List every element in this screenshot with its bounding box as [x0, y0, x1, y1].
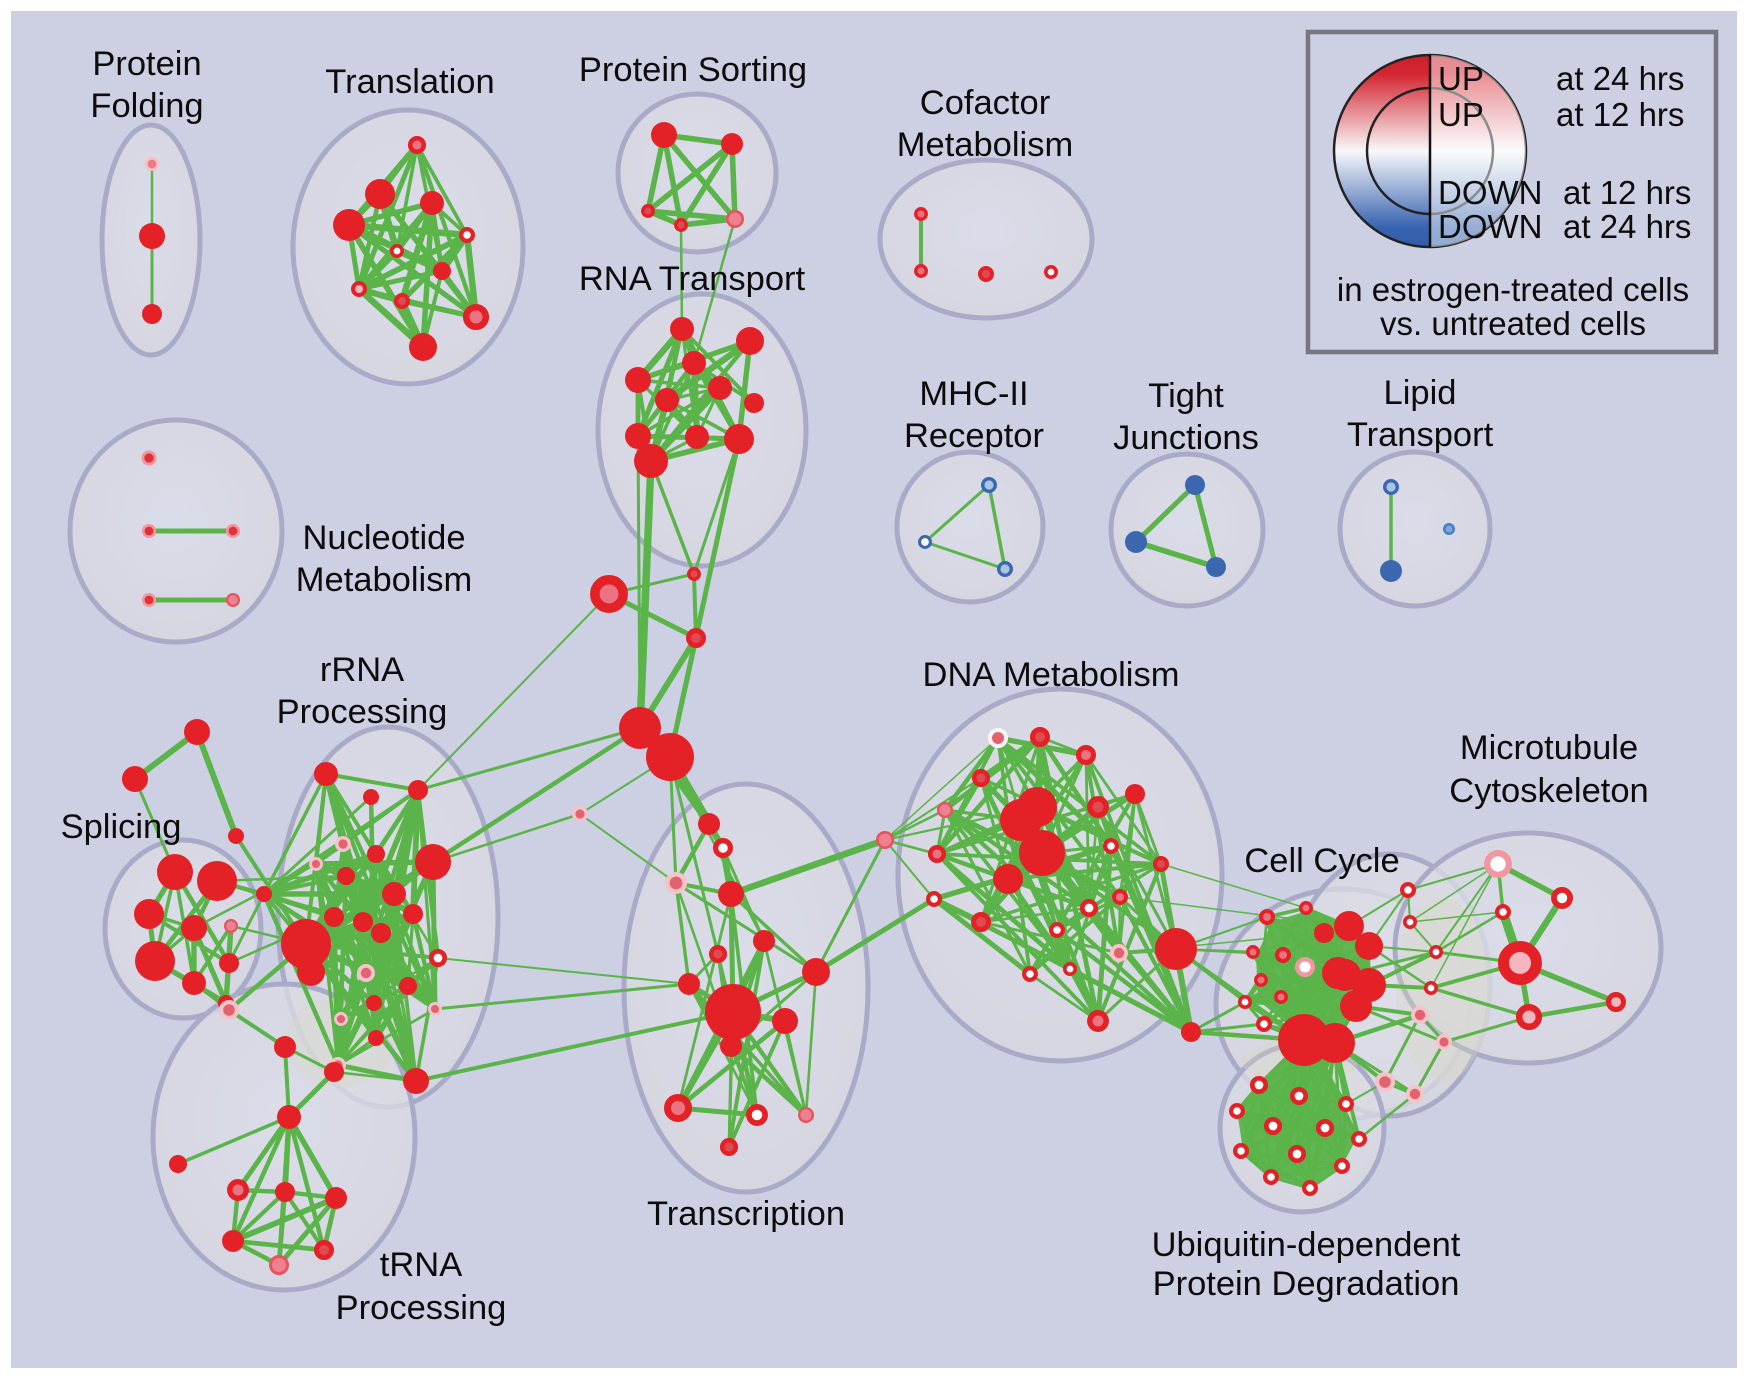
svg-text:at 12 hrs: at 12 hrs [1563, 174, 1691, 211]
svg-text:Receptor: Receptor [904, 417, 1044, 455]
svg-text:Cofactor: Cofactor [920, 84, 1050, 122]
svg-text:Junctions: Junctions [1113, 419, 1259, 457]
svg-text:DOWN: DOWN [1438, 208, 1542, 245]
svg-text:UP: UP [1438, 96, 1484, 133]
svg-text:Protein Degradation: Protein Degradation [1153, 1265, 1460, 1303]
svg-text:at 24 hrs: at 24 hrs [1563, 208, 1691, 245]
svg-text:Transport: Transport [1347, 416, 1494, 454]
svg-text:Translation: Translation [325, 63, 494, 101]
svg-text:Transcription: Transcription [647, 1195, 845, 1233]
svg-text:DNA Metabolism: DNA Metabolism [923, 656, 1180, 694]
svg-text:Cytoskeleton: Cytoskeleton [1449, 772, 1648, 810]
svg-text:Metabolism: Metabolism [296, 561, 472, 599]
svg-text:Cell Cycle: Cell Cycle [1244, 842, 1399, 880]
svg-text:Folding: Folding [90, 87, 203, 125]
svg-text:Microtubule: Microtubule [1460, 729, 1638, 767]
svg-text:in estrogen-treated cells: in estrogen-treated cells [1337, 271, 1689, 308]
svg-text:tRNA: tRNA [380, 1246, 462, 1284]
svg-text:Nucleotide: Nucleotide [302, 519, 465, 557]
svg-text:at 24 hrs: at 24 hrs [1556, 60, 1684, 97]
svg-text:Processing: Processing [336, 1289, 507, 1327]
svg-text:rRNA: rRNA [320, 651, 404, 689]
svg-text:DOWN: DOWN [1438, 174, 1542, 211]
svg-text:Protein: Protein [92, 45, 201, 83]
svg-text:Processing: Processing [277, 693, 448, 731]
svg-text:UP: UP [1438, 60, 1484, 97]
svg-text:MHC-II: MHC-II [919, 375, 1028, 413]
svg-text:at 12 hrs: at 12 hrs [1556, 96, 1684, 133]
svg-text:Splicing: Splicing [61, 808, 182, 846]
svg-text:Tight: Tight [1148, 377, 1224, 415]
svg-text:vs. untreated cells: vs. untreated cells [1380, 305, 1646, 342]
svg-text:Metabolism: Metabolism [897, 126, 1073, 164]
svg-text:Lipid: Lipid [1384, 374, 1457, 412]
svg-text:Protein Sorting: Protein Sorting [579, 51, 807, 89]
svg-text:Ubiquitin-dependent: Ubiquitin-dependent [1152, 1226, 1461, 1264]
svg-text:RNA Transport: RNA Transport [579, 260, 806, 298]
